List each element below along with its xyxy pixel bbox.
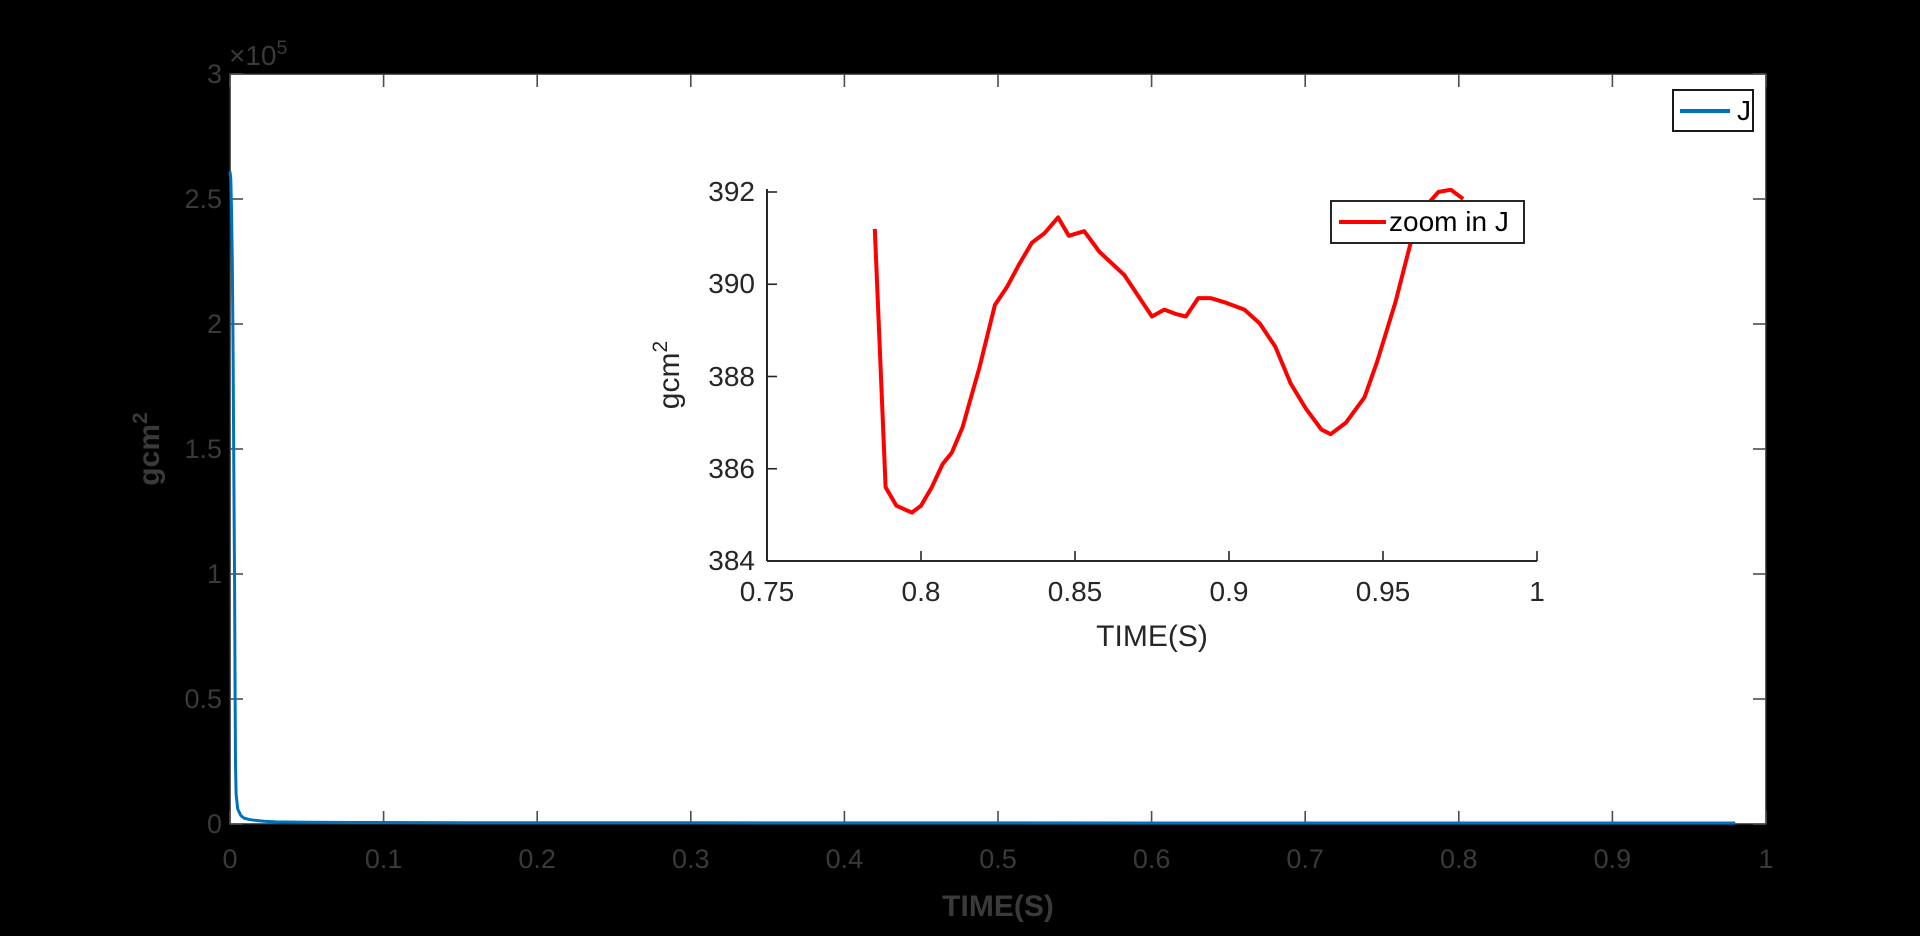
x-tick-label: 0.9: [1209, 576, 1249, 607]
x-tick-label: 1: [1758, 844, 1774, 874]
x-tick-label: 0.4: [825, 844, 864, 874]
inset-legend[interactable]: zoom in J: [1330, 200, 1525, 244]
x-tick-label: 1: [1529, 576, 1545, 607]
y-tick-label: 0: [206, 809, 222, 839]
y-tick-label: 384: [708, 545, 755, 576]
exponent-base: ×10: [229, 39, 277, 71]
main-xlabel-text: TIME(S): [942, 890, 1054, 923]
main-ylabel-sup: 2: [129, 412, 153, 424]
x-tick-label: 0.9: [1593, 844, 1632, 874]
x-tick-label: 0.5: [979, 844, 1017, 874]
x-tick-label: 0.6: [1132, 844, 1171, 874]
legend-line-sample-red: [1339, 220, 1386, 224]
inset-ylabel-sup: 2: [649, 340, 673, 353]
x-tick-label: 0.8: [901, 576, 941, 607]
y-tick-label: 388: [708, 360, 755, 392]
y-tick-label: 2: [206, 309, 222, 339]
x-tick-label: 0.85: [1047, 576, 1103, 607]
x-tick-label: 0.8: [1440, 844, 1478, 874]
x-tick-label: 0.1: [364, 844, 403, 874]
main-xlabel: TIME(S): [942, 890, 1054, 924]
x-tick-label: 0.3: [672, 844, 710, 874]
x-tick-label: 0.2: [518, 844, 556, 874]
inset-legend-label: zoom in J: [1389, 206, 1509, 237]
inset-xlabel-text: TIME(S): [1096, 620, 1208, 653]
y-tick-label: 386: [708, 452, 755, 484]
legend-line-sample-blue: [1680, 108, 1730, 113]
exponent-power: 5: [276, 37, 288, 59]
inset-xlabel: TIME(S): [1096, 620, 1208, 654]
y-tick-label: 3: [206, 59, 222, 89]
x-tick-label: 0: [222, 844, 238, 874]
y-tick-label: 390: [708, 268, 755, 300]
y-axis-exponent: ×105: [229, 37, 287, 72]
main-legend[interactable]: J: [1672, 89, 1754, 132]
main-legend-label: J: [1737, 94, 1751, 126]
y-tick-label: 1.5: [184, 434, 222, 464]
x-tick-label: 0.95: [1355, 576, 1411, 607]
y-tick-label: 1: [206, 559, 222, 589]
x-tick-label: 0.75: [739, 576, 795, 607]
y-tick-label: 2.5: [184, 184, 222, 214]
x-tick-label: 0.7: [1286, 844, 1324, 874]
y-tick-label: 392: [708, 176, 755, 207]
y-tick-label: 0.5: [184, 684, 222, 714]
